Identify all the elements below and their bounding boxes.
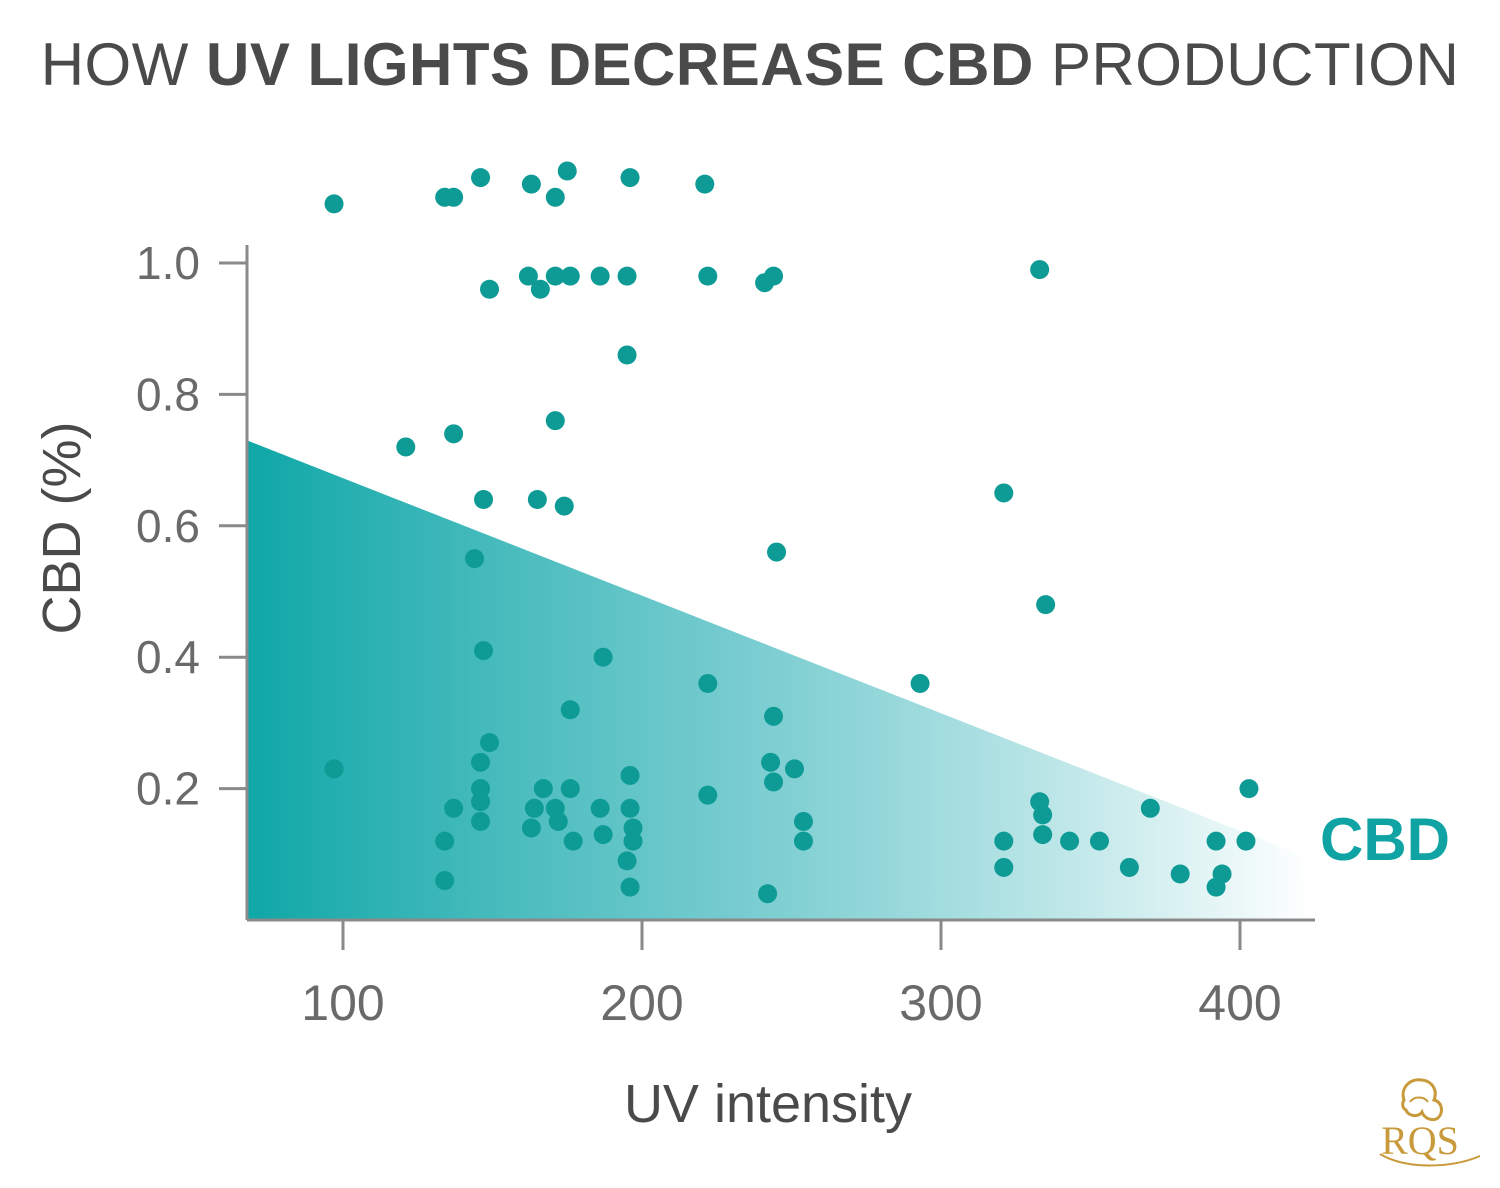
- y-tick-label: 0.2: [136, 763, 200, 815]
- data-point: [758, 884, 778, 904]
- data-point: [1030, 260, 1050, 280]
- data-point: [527, 490, 547, 510]
- data-point: [617, 266, 637, 286]
- data-point: [761, 752, 781, 772]
- cbd-annotation: CBD: [1320, 806, 1450, 873]
- data-point: [994, 831, 1014, 851]
- x-tick-label: 200: [600, 975, 683, 1031]
- data-point: [698, 673, 718, 693]
- data-point: [1089, 831, 1109, 851]
- data-point: [471, 792, 491, 812]
- data-point: [435, 871, 455, 891]
- data-point: [910, 673, 930, 693]
- data-point: [444, 798, 464, 818]
- data-point: [617, 345, 637, 365]
- data-point: [617, 851, 637, 871]
- data-point: [480, 733, 500, 753]
- data-point: [435, 831, 455, 851]
- title-bold: UV LIGHTS DECREASE CBD: [206, 31, 1034, 98]
- data-point: [471, 752, 491, 772]
- data-point: [698, 785, 718, 805]
- y-axis-label: CBD (%): [32, 422, 92, 635]
- data-point: [1033, 805, 1053, 825]
- data-point: [793, 831, 813, 851]
- lion-crest-logo: RQS: [1379, 1078, 1481, 1167]
- data-point: [1060, 831, 1080, 851]
- data-point: [533, 779, 553, 799]
- data-point: [1140, 798, 1160, 818]
- data-point: [620, 168, 640, 188]
- data-point: [1036, 595, 1056, 615]
- data-point: [1033, 825, 1053, 845]
- data-point: [471, 168, 491, 188]
- data-point: [471, 811, 491, 831]
- data-point: [545, 187, 565, 207]
- data-point: [620, 877, 640, 897]
- data-point: [994, 857, 1014, 877]
- title-prefix: HOW: [40, 31, 207, 98]
- data-point: [994, 483, 1014, 503]
- data-point: [764, 706, 784, 726]
- data-point: [620, 765, 640, 785]
- data-point: [524, 798, 544, 818]
- data-point: [480, 279, 500, 299]
- data-point: [518, 266, 538, 286]
- data-point: [767, 542, 787, 562]
- data-point: [623, 831, 643, 851]
- data-point: [784, 759, 804, 779]
- data-point: [444, 187, 464, 207]
- data-point: [590, 266, 610, 286]
- data-point: [623, 818, 643, 838]
- x-tick-label: 100: [301, 975, 384, 1031]
- data-point: [695, 174, 715, 194]
- data-point: [593, 647, 613, 667]
- data-point: [560, 700, 580, 720]
- x-axis-label: UV intensity: [624, 1074, 912, 1134]
- data-point: [1236, 831, 1256, 851]
- data-point: [545, 266, 565, 286]
- data-point: [465, 549, 485, 569]
- data-point: [1170, 864, 1190, 884]
- data-point: [324, 194, 344, 214]
- y-tick-label: 0.6: [136, 500, 200, 552]
- data-point: [548, 811, 568, 831]
- data-point: [396, 437, 416, 457]
- data-point: [590, 798, 610, 818]
- data-point: [560, 266, 580, 286]
- data-point: [793, 811, 813, 831]
- y-tick-label: 0.8: [136, 368, 200, 420]
- data-point: [557, 161, 577, 181]
- y-tick-label: 1.0: [136, 237, 200, 289]
- data-point: [593, 825, 613, 845]
- data-point: [1212, 864, 1232, 884]
- data-point: [474, 641, 494, 661]
- data-point: [698, 266, 718, 286]
- data-point: [324, 759, 344, 779]
- data-point: [474, 490, 494, 510]
- data-point: [620, 798, 640, 818]
- data-point: [444, 424, 464, 444]
- title-suffix: PRODUCTION: [1033, 31, 1460, 98]
- y-tick-label: 0.4: [136, 631, 200, 683]
- data-point: [471, 779, 491, 799]
- x-tick-label: 300: [899, 975, 982, 1031]
- x-tick-label: 400: [1198, 975, 1281, 1031]
- data-point: [764, 772, 784, 792]
- data-point: [1119, 857, 1139, 877]
- data-point: [521, 818, 541, 838]
- data-point: [1206, 831, 1226, 851]
- data-point: [545, 411, 565, 431]
- data-point: [1239, 779, 1259, 799]
- logo-text: RQS: [1381, 1118, 1459, 1163]
- data-point: [560, 779, 580, 799]
- data-point: [554, 496, 574, 516]
- cbd-trend-area: [247, 440, 1310, 920]
- data-point: [563, 831, 583, 851]
- data-point: [764, 266, 784, 286]
- data-point: [521, 174, 541, 194]
- chart-title: HOW UV LIGHTS DECREASE CBD PRODUCTION: [0, 30, 1500, 99]
- data-point: [530, 279, 550, 299]
